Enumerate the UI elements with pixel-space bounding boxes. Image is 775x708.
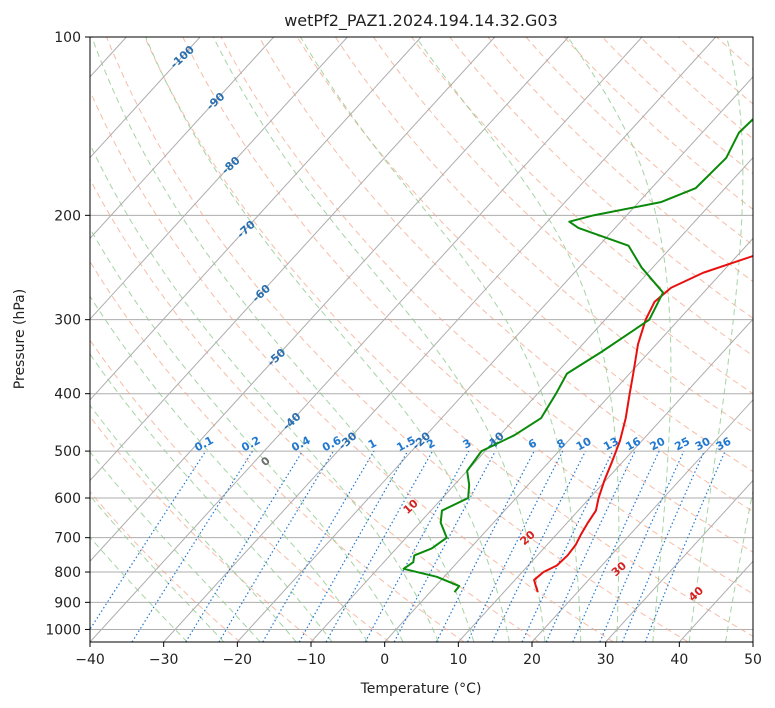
moist-adiabat — [90, 143, 439, 642]
y-tick-label: 300 — [54, 313, 81, 329]
isotherm-line — [90, 37, 643, 642]
isotherm-line — [90, 37, 348, 320]
dry-adiabat — [182, 37, 753, 595]
moist-adiabat — [145, 37, 510, 642]
x-tick-label: 50 — [744, 652, 762, 668]
dry-adiabat — [220, 37, 753, 553]
moist-adiabat — [90, 295, 369, 642]
mixing-ratio-line — [466, 450, 564, 642]
moist-adiabat — [90, 227, 404, 642]
isotherm-line — [163, 37, 717, 642]
mixing-ratio-line — [599, 450, 685, 642]
dry-adiabat — [90, 260, 465, 642]
mixing-ratio-label: 20 — [648, 435, 668, 454]
x-tick-label: 10 — [449, 652, 467, 668]
mixing-ratio-line — [185, 450, 304, 642]
x-axis: −40 −30 −20 −10 0 10 20 30 40 50 — [75, 642, 762, 668]
moist-adiabat — [300, 37, 582, 642]
y-tick-label: 1000 — [45, 622, 81, 638]
mixing-ratio-label: 16 — [623, 435, 643, 454]
mixing-ratio-line — [364, 450, 470, 642]
x-tick-label: 20 — [523, 652, 541, 668]
x-tick-label: −40 — [75, 652, 105, 668]
moist-adiabat — [688, 37, 744, 642]
isotherm-line — [236, 76, 753, 642]
dry-adiabat — [258, 37, 753, 513]
isotherm-line — [90, 37, 201, 159]
dry-adiabat — [90, 415, 316, 642]
x-tick-label: 40 — [670, 652, 688, 668]
mixing-ratio-line — [90, 450, 207, 631]
mixing-ratio-label: 30 — [693, 435, 713, 454]
background-lines — [90, 37, 753, 642]
dry-adiabat — [90, 491, 241, 642]
y-axis: 100 200 300 400 500 600 700 800 900 1000 — [45, 30, 90, 638]
y-tick-label: 800 — [54, 565, 81, 581]
moist-adiabat — [212, 37, 546, 642]
isotherm-line — [457, 318, 753, 642]
mixing-ratio-line — [325, 450, 434, 642]
profile-lines — [402, 117, 753, 593]
temperature-line — [533, 254, 753, 593]
moist-adiabat — [415, 37, 620, 642]
x-axis-label: Temperature (°C) — [360, 681, 482, 697]
x-tick-label: −10 — [296, 652, 326, 668]
isotherm-line — [90, 37, 275, 240]
dry-adiabat — [90, 89, 614, 642]
x-tick-label: −30 — [149, 652, 179, 668]
y-tick-label: 100 — [54, 30, 81, 46]
y-tick-label: 200 — [54, 208, 81, 224]
x-tick-label: −20 — [223, 652, 253, 668]
moist-adiabat — [725, 488, 753, 642]
isotherm-line — [384, 237, 753, 642]
isotherm-line — [90, 37, 569, 563]
mixing-ratio-label: 10 — [574, 435, 594, 454]
isotherm-line — [90, 37, 496, 482]
mixing-ratio-line — [131, 450, 254, 642]
y-tick-label: 500 — [54, 444, 81, 460]
dry-adiabat — [90, 178, 540, 642]
isotherm-line — [310, 156, 753, 642]
dry-adiabat — [106, 37, 689, 642]
moist-adiabat — [91, 37, 475, 642]
moist-adiabat — [567, 37, 672, 642]
plot-frame — [89, 36, 754, 643]
moist-adiabat — [90, 404, 297, 642]
dewpoint-line — [402, 117, 753, 593]
mixing-ratio-label: 36 — [714, 435, 734, 454]
y-tick-label: 900 — [54, 595, 81, 611]
y-axis-label: Pressure (hPa) — [12, 289, 28, 389]
moist-adiabat — [90, 353, 333, 642]
mixing-ratio-label: 25 — [672, 435, 692, 454]
mixing-ratio-line — [644, 450, 726, 642]
y-tick-label: 600 — [54, 491, 81, 507]
dry-adiabat — [449, 37, 753, 319]
mixing-ratio-line — [621, 450, 705, 642]
isotherm-line — [90, 37, 422, 401]
y-tick-label: 700 — [54, 531, 81, 547]
mixing-ratio-line — [572, 450, 660, 642]
chart-title: wetPf2_PAZ1.2024.194.14.32.G03 — [284, 11, 558, 31]
mixing-ratio-line — [393, 450, 496, 642]
isotherm-line — [605, 479, 753, 642]
x-tick-label: 0 — [380, 652, 389, 668]
isotherm-line — [531, 399, 753, 642]
x-tick-label: 30 — [597, 652, 615, 668]
y-tick-label: 400 — [54, 387, 81, 403]
